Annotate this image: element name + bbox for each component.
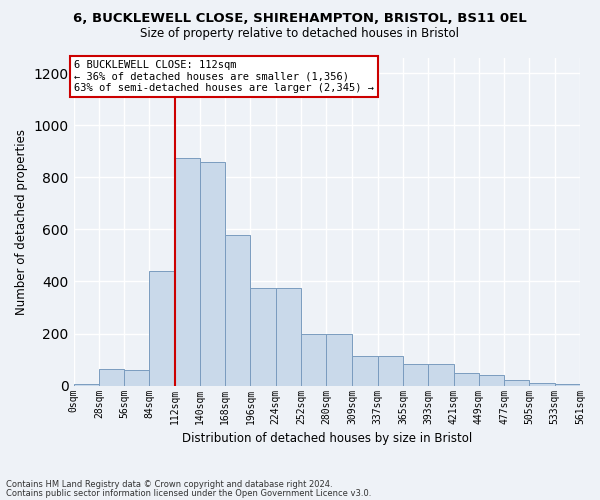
- X-axis label: Distribution of detached houses by size in Bristol: Distribution of detached houses by size …: [182, 432, 472, 445]
- Bar: [529, 382, 555, 386]
- Bar: [74, 384, 99, 386]
- Bar: [504, 380, 529, 386]
- Text: 6 BUCKLEWELL CLOSE: 112sqm
← 36% of detached houses are smaller (1,356)
63% of s: 6 BUCKLEWELL CLOSE: 112sqm ← 36% of deta…: [74, 60, 374, 93]
- Bar: [250, 288, 276, 386]
- Bar: [352, 356, 378, 386]
- Bar: [276, 288, 301, 386]
- Bar: [555, 384, 580, 386]
- Bar: [301, 334, 326, 386]
- Bar: [326, 334, 352, 386]
- Bar: [149, 271, 175, 386]
- Text: Size of property relative to detached houses in Bristol: Size of property relative to detached ho…: [140, 28, 460, 40]
- Bar: [428, 364, 454, 386]
- Bar: [124, 370, 149, 386]
- Bar: [225, 234, 250, 386]
- Bar: [200, 162, 225, 386]
- Text: Contains public sector information licensed under the Open Government Licence v3: Contains public sector information licen…: [6, 489, 371, 498]
- Bar: [175, 158, 200, 386]
- Y-axis label: Number of detached properties: Number of detached properties: [15, 128, 28, 314]
- Text: 6, BUCKLEWELL CLOSE, SHIREHAMPTON, BRISTOL, BS11 0EL: 6, BUCKLEWELL CLOSE, SHIREHAMPTON, BRIST…: [73, 12, 527, 26]
- Text: Contains HM Land Registry data © Crown copyright and database right 2024.: Contains HM Land Registry data © Crown c…: [6, 480, 332, 489]
- Bar: [403, 364, 428, 386]
- Bar: [454, 372, 479, 386]
- Bar: [479, 375, 504, 386]
- Bar: [378, 356, 403, 386]
- Bar: [99, 368, 124, 386]
